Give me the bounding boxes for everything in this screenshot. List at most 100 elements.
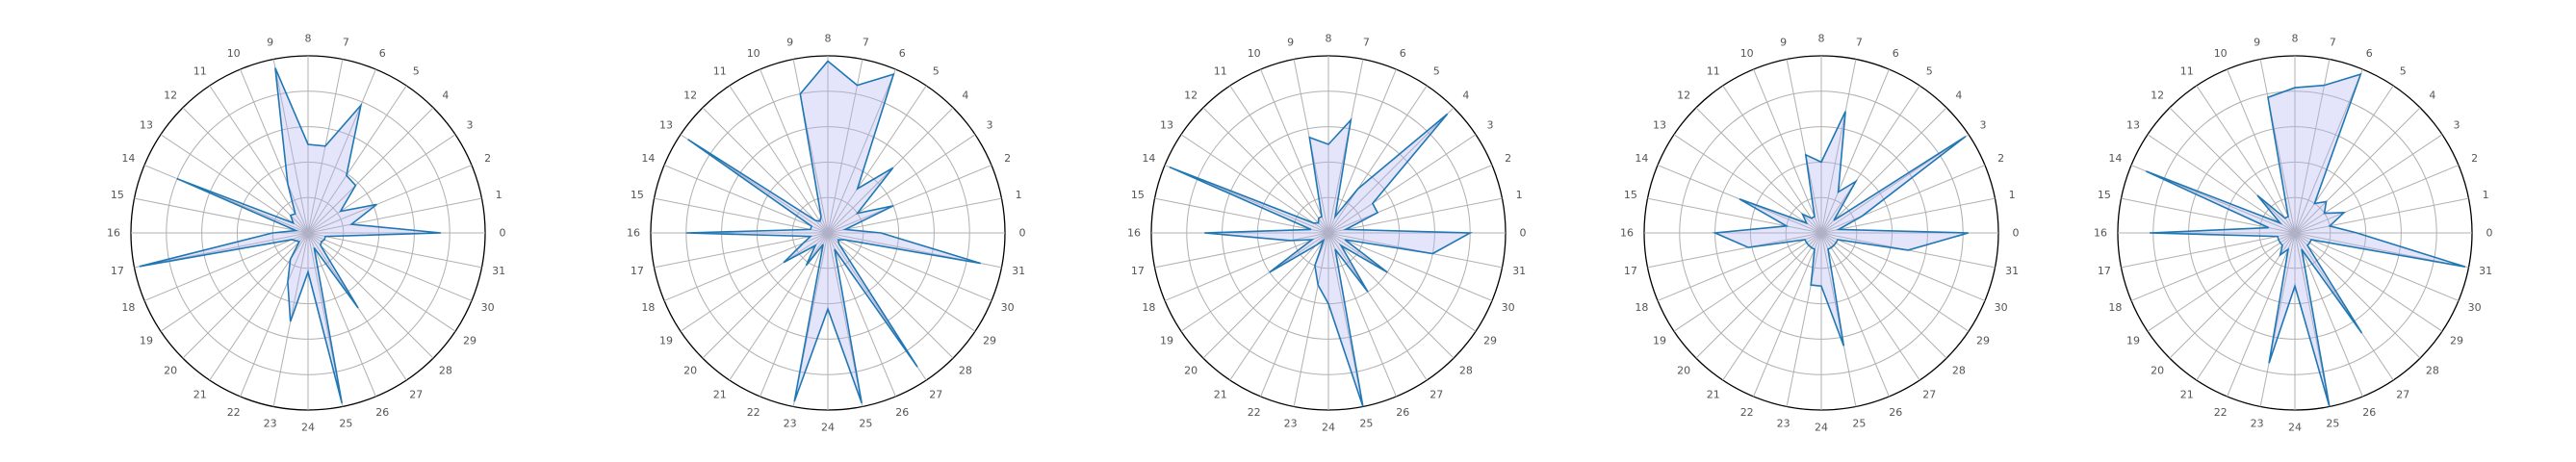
spoke xyxy=(827,197,1002,234)
tick-label: 16 xyxy=(627,227,640,240)
tick-label: 27 xyxy=(2396,388,2409,400)
tick-label: 14 xyxy=(641,152,655,165)
spoke xyxy=(2294,85,2394,234)
tick-label: 24 xyxy=(301,422,315,434)
spoke xyxy=(1327,107,1455,234)
spoke xyxy=(1820,232,1920,381)
spoke xyxy=(827,165,992,234)
spoke xyxy=(702,232,829,359)
tick-label: 16 xyxy=(107,227,120,240)
tick-label: 8 xyxy=(2292,33,2299,45)
spoke xyxy=(182,232,309,359)
spoke xyxy=(143,165,309,234)
spoke xyxy=(2121,232,2296,269)
tick-label: 19 xyxy=(140,335,153,347)
tick-label: 0 xyxy=(2013,227,2020,240)
tick-label: 16 xyxy=(1620,227,1634,240)
tick-label: 29 xyxy=(2450,335,2463,347)
tick-label: 30 xyxy=(1001,301,1015,314)
spoke xyxy=(1786,59,1822,234)
tick-label: 2 xyxy=(1997,152,2004,165)
tick-label: 28 xyxy=(959,364,972,376)
spoke xyxy=(1722,232,1822,381)
tick-label: 20 xyxy=(683,364,697,376)
spoke xyxy=(1260,68,1329,234)
spoke xyxy=(1202,232,1329,359)
tick-label: 0 xyxy=(1019,227,1026,240)
tick-label: 22 xyxy=(227,406,241,419)
tick-label: 8 xyxy=(1326,33,1332,45)
tick-label: 4 xyxy=(1462,90,1469,102)
spoke xyxy=(2169,107,2296,234)
tick-label: 31 xyxy=(1012,265,1025,277)
tick-label: 10 xyxy=(2214,47,2228,60)
tick-label: 9 xyxy=(786,36,793,48)
tick-label: 25 xyxy=(1359,418,1373,430)
tick-label: 23 xyxy=(1777,418,1790,430)
data-area xyxy=(2145,72,2466,407)
spoke xyxy=(2196,232,2296,381)
tick-label: 10 xyxy=(747,47,760,60)
spoke xyxy=(272,59,309,234)
tick-label: 5 xyxy=(1926,65,1933,78)
tick-label: 29 xyxy=(983,335,996,347)
tick-label: 25 xyxy=(1852,418,1866,430)
spoke xyxy=(2227,68,2296,234)
spoke xyxy=(2294,232,2363,398)
spoke xyxy=(182,107,309,234)
tick-label: 24 xyxy=(821,422,835,434)
spoke xyxy=(2147,134,2296,234)
spoke xyxy=(1327,85,1428,234)
spoke xyxy=(307,232,473,301)
tick-label: 15 xyxy=(1624,189,1637,201)
tick-label: 1 xyxy=(1516,189,1523,201)
spoke xyxy=(827,85,927,234)
tick-label: 24 xyxy=(1815,422,1828,434)
tick-label: 30 xyxy=(481,301,495,314)
tick-label: 31 xyxy=(492,265,505,277)
spoke xyxy=(2294,197,2469,234)
tick-label: 1 xyxy=(496,189,502,201)
tick-label: 12 xyxy=(683,90,697,102)
tick-label: 25 xyxy=(339,418,352,430)
spoke xyxy=(160,134,309,234)
tick-label: 28 xyxy=(439,364,452,376)
tick-label: 11 xyxy=(1214,65,1227,78)
tick-label: 20 xyxy=(1677,364,1690,376)
spoke xyxy=(1180,232,1329,332)
tick-label: 7 xyxy=(863,36,869,48)
tick-label: 26 xyxy=(375,406,389,419)
spoke xyxy=(1647,232,1822,269)
tick-label: 26 xyxy=(1889,406,1902,419)
spoke xyxy=(1229,85,1329,234)
tick-label: 14 xyxy=(121,152,135,165)
tick-label: 21 xyxy=(1707,388,1720,400)
spoke xyxy=(1202,107,1329,234)
data-area xyxy=(685,60,982,404)
data-area xyxy=(1712,111,1969,346)
spoke xyxy=(827,232,954,359)
spoke xyxy=(1820,232,1947,359)
tick-label: 18 xyxy=(121,301,135,314)
tick-label: 17 xyxy=(2098,265,2111,277)
tick-label: 26 xyxy=(2362,406,2376,419)
tick-label: 24 xyxy=(2288,422,2302,434)
spoke xyxy=(2259,59,2296,234)
tick-label: 14 xyxy=(1635,152,1648,165)
tick-label: 16 xyxy=(2094,227,2107,240)
tick-label: 28 xyxy=(1952,364,1966,376)
spoke xyxy=(143,232,309,301)
data-area xyxy=(1169,113,1474,407)
tick-label: 15 xyxy=(631,189,644,201)
tick-label: 20 xyxy=(164,364,177,376)
tick-label: 2 xyxy=(1505,152,1511,165)
spoke xyxy=(1327,232,1455,359)
spoke xyxy=(1647,197,1822,234)
spoke xyxy=(792,59,829,234)
tick-label: 22 xyxy=(747,406,760,419)
tick-label: 18 xyxy=(1635,301,1648,314)
tick-label: 30 xyxy=(1995,301,2008,314)
tick-label: 22 xyxy=(1740,406,1754,419)
tick-label: 28 xyxy=(1459,364,1473,376)
